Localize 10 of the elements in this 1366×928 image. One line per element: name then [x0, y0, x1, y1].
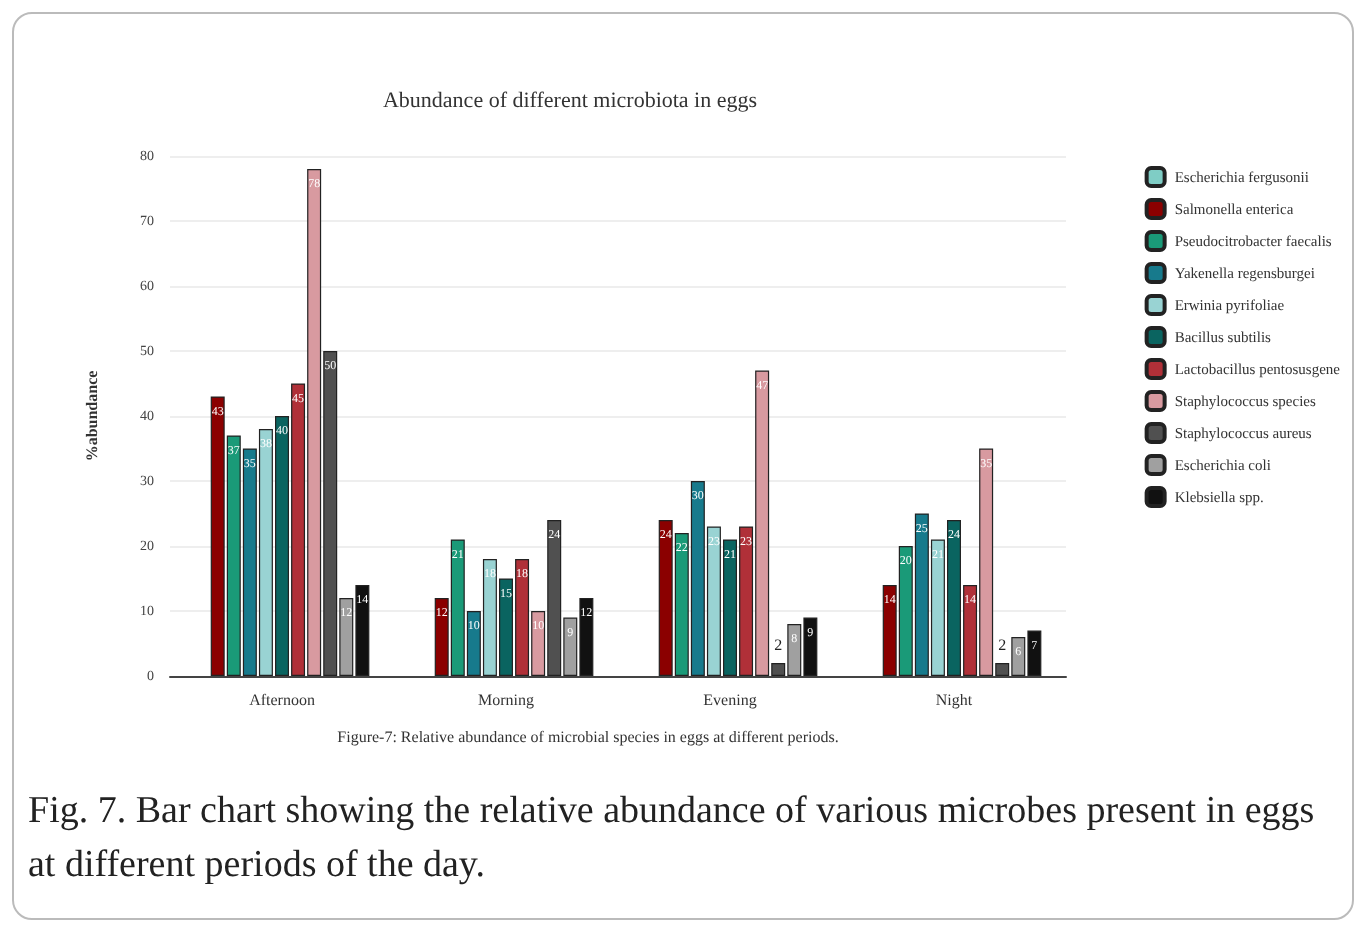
x-tick-label: Afternoon	[249, 691, 315, 709]
x-tick-label: Morning	[478, 691, 534, 709]
text: Figure-7: Relative abundance of microbial species in eggs at different periods.	[335, 728, 841, 748]
data-label: 2	[774, 636, 783, 654]
data-label: 2	[998, 636, 1007, 654]
y-axis-title: %abundance	[83, 369, 101, 462]
caption: Fig. 7. Bar chart showing the relative abundance of various microbes present in eggs at different periods of the day.	[28, 788, 1317, 890]
x-tick-label: Evening	[703, 691, 757, 709]
chart-title: Abundance of different microbiota in eggs	[382, 89, 758, 113]
x-tick-label: Night	[935, 691, 974, 709]
